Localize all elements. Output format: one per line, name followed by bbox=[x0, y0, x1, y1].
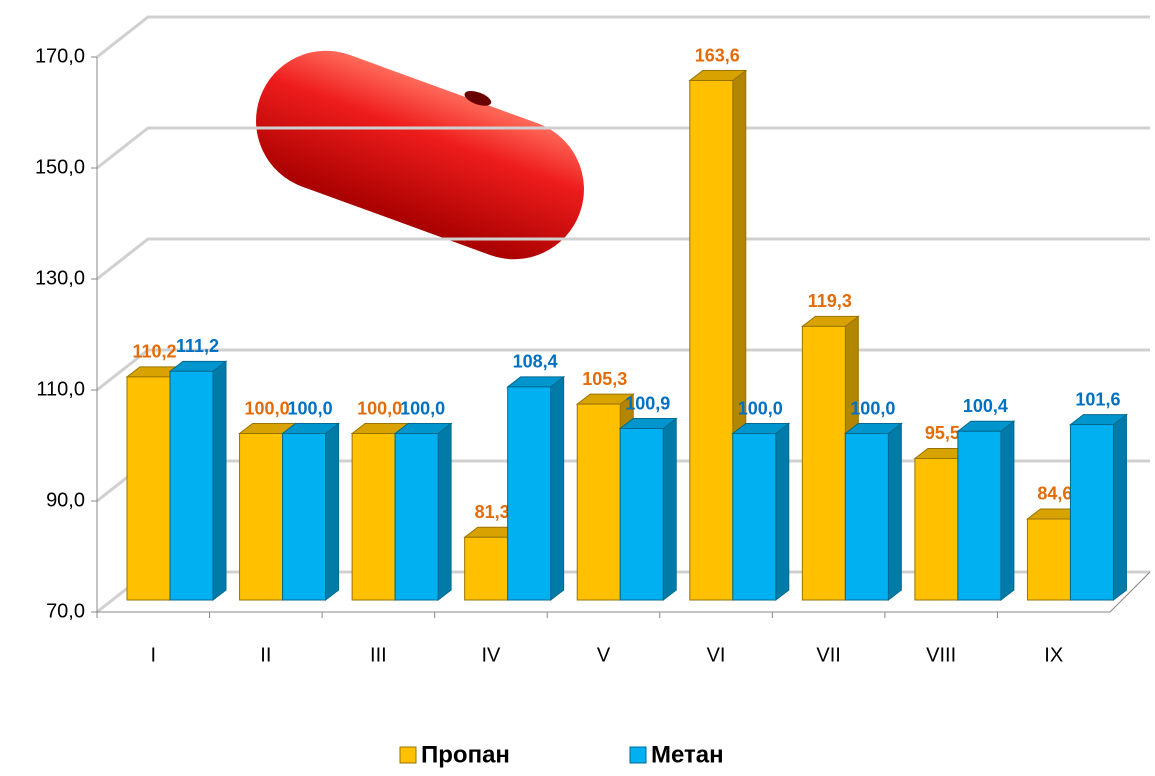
value-label: 100,0 bbox=[400, 398, 445, 418]
x-tick-label: I bbox=[150, 644, 156, 666]
y-tick-label: 130,0 bbox=[35, 267, 85, 289]
bar-front bbox=[126, 376, 171, 601]
bar-front bbox=[914, 457, 959, 601]
bar bbox=[281, 422, 341, 602]
bar-front bbox=[507, 386, 552, 601]
bar-front bbox=[1069, 424, 1114, 601]
bar-side bbox=[325, 422, 340, 602]
y-tick-label: 170,0 bbox=[35, 45, 85, 67]
value-label: 110,2 bbox=[132, 342, 176, 362]
value-label: 100,0 bbox=[288, 398, 333, 418]
bar-side bbox=[1112, 413, 1127, 602]
bar-front bbox=[351, 433, 396, 601]
bar bbox=[393, 422, 453, 602]
value-label: 95,5 bbox=[925, 423, 960, 443]
value-label: 100,0 bbox=[850, 398, 895, 418]
bar-front bbox=[801, 325, 846, 601]
value-label: 108,4 bbox=[513, 352, 558, 372]
x-tick-label: V bbox=[597, 644, 611, 666]
bar-front bbox=[619, 428, 664, 601]
bar-side bbox=[1000, 420, 1015, 602]
legend-swatch bbox=[399, 746, 417, 764]
tank-picture bbox=[256, 50, 584, 260]
value-label: 100,0 bbox=[245, 398, 290, 418]
bar bbox=[843, 422, 903, 602]
bar-front bbox=[464, 536, 509, 601]
y-tick-label: 90,0 bbox=[46, 489, 85, 511]
x-tick-label: VIII bbox=[926, 644, 956, 666]
value-label: 100,4 bbox=[963, 396, 1008, 416]
bar bbox=[1068, 413, 1128, 602]
grid-line bbox=[96, 15, 1150, 59]
x-tick-label: II bbox=[260, 644, 271, 666]
bar-side bbox=[662, 417, 677, 602]
x-tick-label: VI bbox=[707, 644, 726, 666]
bar-front bbox=[239, 433, 284, 601]
value-label: 105,3 bbox=[582, 369, 627, 389]
y-tick-label: 70,0 bbox=[46, 600, 85, 622]
value-label: 100,0 bbox=[738, 398, 783, 418]
y-tick-label: 150,0 bbox=[35, 156, 85, 178]
value-label: 111,2 bbox=[176, 336, 219, 356]
bar-side bbox=[550, 375, 565, 602]
bar-side bbox=[887, 422, 902, 602]
grid-line bbox=[96, 126, 1150, 170]
bar-front bbox=[957, 430, 1002, 601]
bar-front bbox=[282, 433, 327, 601]
x-tick-label: IV bbox=[481, 644, 501, 666]
bar bbox=[618, 417, 678, 602]
bar-front bbox=[576, 403, 621, 601]
bar-side bbox=[212, 360, 227, 602]
bar-front bbox=[394, 433, 439, 601]
bar bbox=[506, 375, 566, 602]
x-tick-label: IX bbox=[1044, 644, 1063, 666]
value-label: 100,9 bbox=[625, 393, 670, 413]
bar bbox=[168, 360, 228, 602]
bar-front bbox=[689, 80, 734, 601]
value-label: 163,6 bbox=[695, 45, 740, 65]
bar-front bbox=[732, 433, 777, 601]
bar-side bbox=[775, 422, 790, 602]
grid-line bbox=[96, 237, 1150, 281]
value-label: 101,6 bbox=[1075, 389, 1120, 409]
value-label: 119,3 bbox=[808, 291, 852, 311]
bar bbox=[731, 422, 791, 602]
bar bbox=[956, 420, 1016, 602]
legend-label: Пропан bbox=[421, 741, 510, 768]
value-label: 84,6 bbox=[1037, 484, 1072, 504]
bar-front bbox=[169, 370, 214, 601]
bar-side bbox=[437, 422, 452, 602]
value-label: 81,3 bbox=[475, 502, 510, 522]
x-tick-label: III bbox=[370, 644, 387, 666]
legend-label: Метан bbox=[651, 741, 724, 768]
x-tick-label: VII bbox=[816, 644, 840, 666]
bar-front bbox=[844, 433, 889, 601]
bar-front bbox=[1026, 518, 1071, 601]
legend-swatch bbox=[629, 746, 647, 764]
y-tick-label: 110,0 bbox=[36, 378, 85, 400]
value-label: 100,0 bbox=[357, 398, 402, 418]
